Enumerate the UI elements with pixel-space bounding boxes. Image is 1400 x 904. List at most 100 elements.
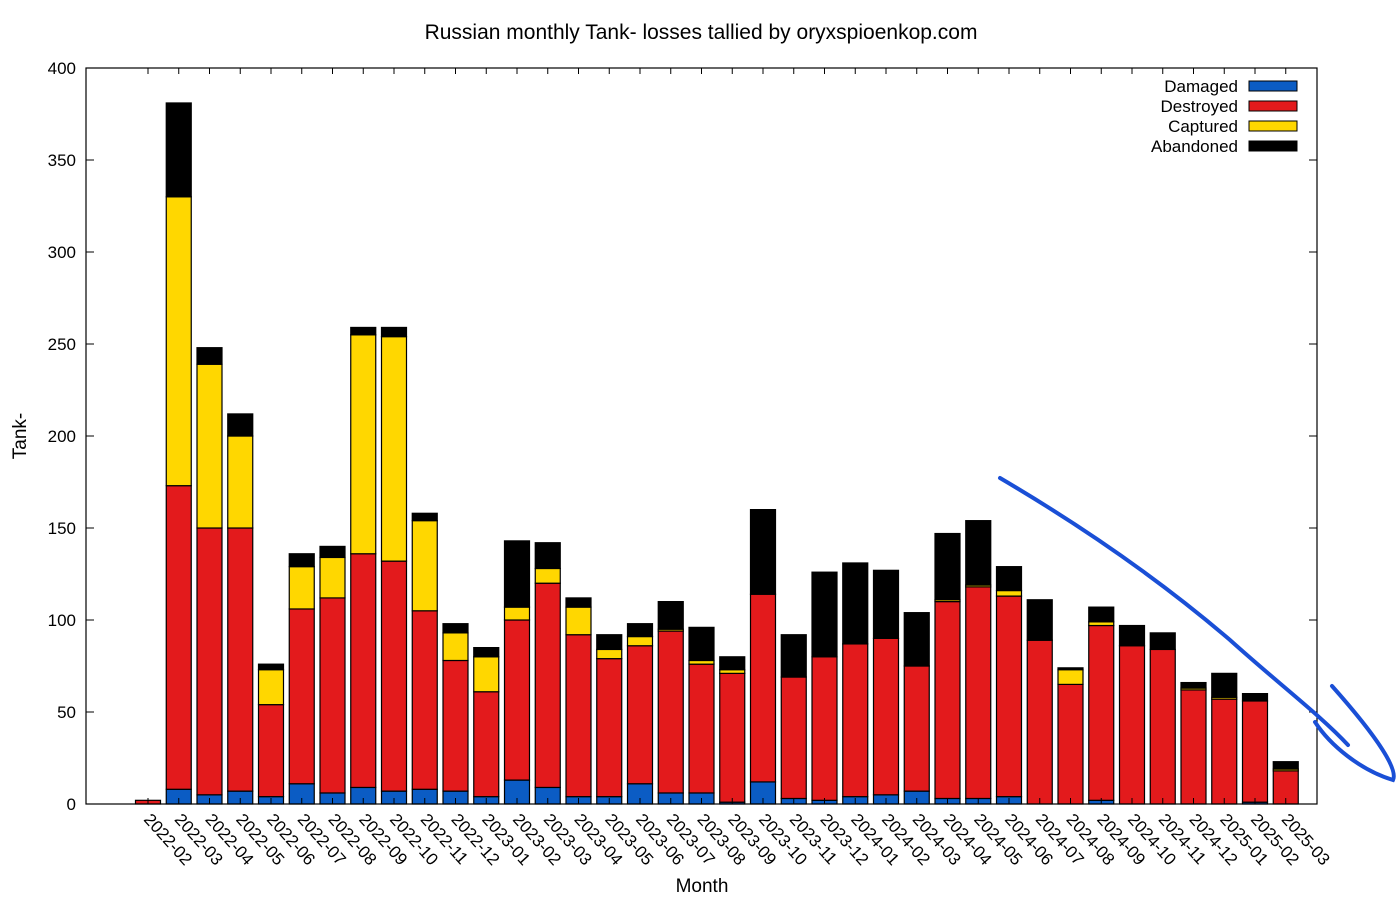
y-tick-label: 250 bbox=[48, 335, 76, 354]
bar-destroyed-2024-09 bbox=[1088, 624, 1115, 801]
bars-group bbox=[134, 102, 1299, 805]
bar-destroyed-2022-07 bbox=[288, 608, 315, 785]
bar-destroyed-2022-09 bbox=[350, 553, 377, 789]
bar-abandoned-2024-04 bbox=[934, 532, 961, 601]
bar-destroyed-2023-12 bbox=[811, 656, 838, 801]
y-tick-label: 400 bbox=[48, 59, 76, 78]
y-tick-label: 150 bbox=[48, 519, 76, 538]
bar-abandoned-2023-09 bbox=[719, 656, 746, 671]
bar-captured-2022-03 bbox=[165, 196, 192, 487]
bar-abandoned-2024-06 bbox=[995, 566, 1023, 592]
legend-label: Captured bbox=[1168, 117, 1238, 136]
bar-captured-2023-04 bbox=[565, 606, 592, 636]
bar-abandoned-2023-10 bbox=[749, 509, 777, 595]
bar-abandoned-2022-03 bbox=[165, 102, 192, 198]
bar-destroyed-2024-04 bbox=[934, 600, 961, 800]
bar-destroyed-2023-08 bbox=[688, 663, 715, 794]
trend-annotation bbox=[998, 476, 1396, 783]
bar-destroyed-2024-03 bbox=[903, 665, 930, 792]
bar-destroyed-2025-02 bbox=[1241, 700, 1269, 803]
bar-destroyed-2024-02 bbox=[872, 637, 900, 796]
bar-captured-2023-02 bbox=[503, 606, 531, 621]
y-tick-label: 200 bbox=[48, 427, 76, 446]
bar-abandoned-2024-08 bbox=[1057, 667, 1084, 671]
y-tick-label: 300 bbox=[48, 243, 76, 262]
bar-captured-2022-12 bbox=[442, 632, 469, 662]
bar-destroyed-2023-10 bbox=[749, 593, 777, 783]
bar-destroyed-2022-03 bbox=[165, 485, 192, 790]
legend-swatch-captured bbox=[1248, 120, 1298, 132]
bar-destroyed-2022-12 bbox=[442, 659, 469, 792]
bar-abandoned-2024-10 bbox=[1118, 624, 1146, 647]
bar-abandoned-2024-11 bbox=[1149, 632, 1176, 651]
bar-abandoned-2023-07 bbox=[657, 600, 684, 630]
x-axis-label: Month bbox=[676, 876, 729, 897]
bar-destroyed-2024-01 bbox=[842, 643, 869, 798]
bar-captured-2023-06 bbox=[626, 635, 654, 647]
bar-destroyed-2022-08 bbox=[319, 597, 346, 794]
bar-abandoned-2022-07 bbox=[288, 553, 315, 568]
bar-abandoned-2025-03 bbox=[1272, 761, 1299, 770]
bar-abandoned-2024-09 bbox=[1088, 606, 1115, 623]
bar-abandoned-2023-01 bbox=[473, 646, 500, 658]
bar-destroyed-2023-04 bbox=[565, 634, 592, 798]
bar-abandoned-2022-09 bbox=[350, 326, 377, 336]
legend-swatch-abandoned bbox=[1248, 140, 1298, 152]
bar-abandoned-2022-11 bbox=[411, 512, 438, 522]
bar-abandoned-2025-02 bbox=[1241, 692, 1269, 702]
y-tick-label: 0 bbox=[67, 795, 76, 814]
bar-captured-2023-01 bbox=[473, 656, 500, 693]
bar-abandoned-2023-08 bbox=[688, 626, 715, 662]
legend-label: Destroyed bbox=[1161, 97, 1238, 116]
y-tick-label: 50 bbox=[57, 703, 76, 722]
bar-captured-2023-03 bbox=[534, 567, 561, 584]
bar-abandoned-2022-05 bbox=[227, 413, 254, 437]
bar-destroyed-2024-08 bbox=[1057, 683, 1084, 805]
bar-captured-2024-06 bbox=[995, 589, 1023, 597]
bar-abandoned-2023-06 bbox=[626, 623, 654, 638]
bar-abandoned-2023-05 bbox=[596, 634, 623, 651]
bar-abandoned-2025-01 bbox=[1211, 672, 1238, 698]
bar-captured-2022-09 bbox=[350, 334, 377, 555]
bar-abandoned-2024-01 bbox=[842, 562, 869, 645]
bar-abandoned-2023-04 bbox=[565, 597, 592, 608]
bar-destroyed-2023-02 bbox=[503, 619, 531, 781]
bar-captured-2022-11 bbox=[411, 520, 438, 612]
y-tick-label: 350 bbox=[48, 151, 76, 170]
bar-abandoned-2024-12 bbox=[1180, 681, 1207, 689]
legend-swatch-destroyed bbox=[1248, 100, 1298, 112]
bar-captured-2022-07 bbox=[288, 566, 315, 610]
bar-destroyed-2025-01 bbox=[1211, 698, 1238, 805]
bar-destroyed-2023-01 bbox=[473, 691, 500, 798]
bar-destroyed-2023-06 bbox=[626, 645, 654, 785]
bar-destroyed-2022-10 bbox=[380, 560, 408, 792]
bar-destroyed-2024-06 bbox=[995, 595, 1023, 798]
bar-destroyed-2023-11 bbox=[780, 676, 807, 800]
bar-captured-2022-06 bbox=[257, 669, 285, 706]
bar-abandoned-2024-03 bbox=[903, 612, 930, 667]
bar-abandoned-2023-11 bbox=[780, 634, 807, 678]
chart-title: Russian monthly Tank- losses tallied by … bbox=[425, 21, 978, 44]
bar-destroyed-2023-05 bbox=[596, 658, 623, 798]
bar-destroyed-2022-11 bbox=[411, 610, 438, 790]
bar-destroyed-2024-10 bbox=[1118, 645, 1146, 805]
y-tick-label: 100 bbox=[48, 611, 76, 630]
bar-captured-2022-08 bbox=[319, 556, 346, 599]
bar-destroyed-2024-07 bbox=[1026, 639, 1053, 805]
bar-abandoned-2022-06 bbox=[257, 663, 285, 671]
bar-abandoned-2022-08 bbox=[319, 545, 346, 559]
bar-captured-2023-05 bbox=[596, 648, 623, 660]
bar-captured-2022-05 bbox=[227, 435, 254, 529]
legend-label: Damaged bbox=[1164, 77, 1238, 96]
bar-abandoned-2024-05 bbox=[965, 520, 992, 586]
bar-destroyed-2023-09 bbox=[719, 672, 746, 803]
bar-destroyed-2023-03 bbox=[534, 582, 561, 789]
bar-abandoned-2022-10 bbox=[380, 326, 408, 338]
bar-destroyed-2022-04 bbox=[196, 527, 223, 796]
bar-abandoned-2023-12 bbox=[811, 571, 838, 658]
bar-abandoned-2023-02 bbox=[503, 540, 531, 608]
y-axis-label: Tank- bbox=[10, 413, 31, 459]
bar-abandoned-2022-12 bbox=[442, 623, 469, 634]
